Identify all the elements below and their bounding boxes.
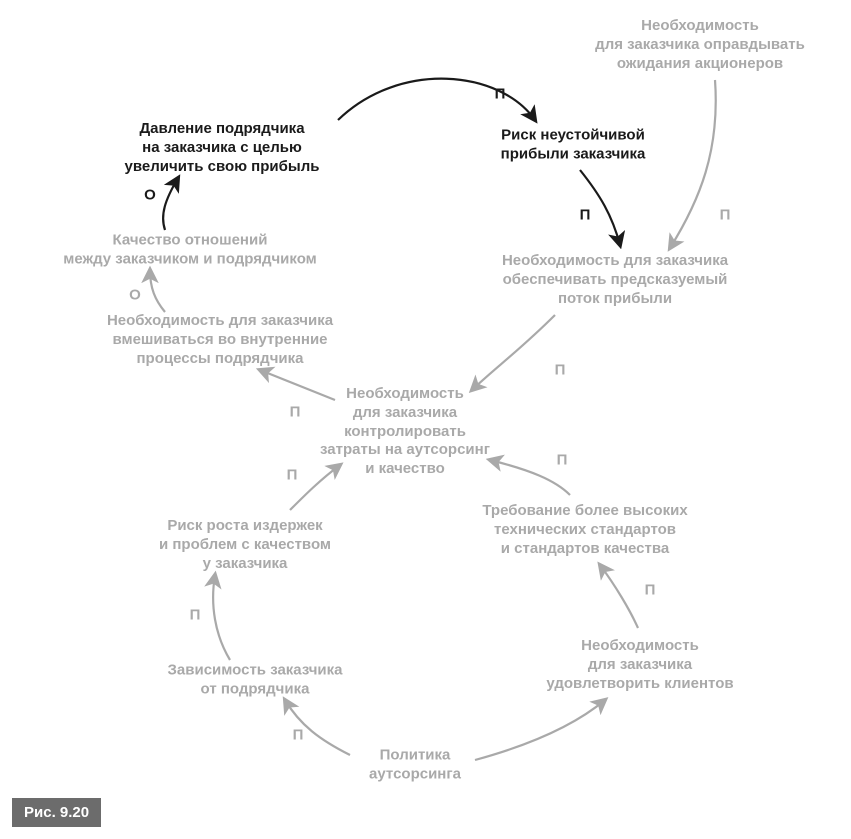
edge-label-e_control_intervene: П [290, 404, 301, 421]
node-n_predictable: Необходимость для заказчика обеспечивать… [502, 252, 728, 308]
edge-label-e_pressure_risk: П [495, 86, 506, 103]
edge-label-e_shareholders_predictable: П [720, 207, 731, 224]
node-n_shareholders: Необходимость для заказчика оправдывать … [595, 17, 805, 73]
edge-e_policy_satisfy [475, 700, 605, 760]
edge-label-e_intervene_qualityrel: О [129, 287, 141, 304]
edge-e_intervene_qualityrel [150, 270, 165, 312]
node-n_satisfy: Необходимость для заказчика удовлетворит… [546, 637, 733, 693]
node-n_policy: Политика аутсорсинга [369, 746, 461, 784]
figure-label: Рис. 9.20 [12, 798, 101, 827]
node-n_cost_risk: Риск роста издержек и проблем с качество… [159, 517, 331, 573]
node-n_risk: Риск неустойчивой прибыли заказчика [501, 126, 646, 164]
node-n_quality_rel: Качество отношений между заказчиком и по… [63, 231, 317, 269]
edge-label-e_satisfy_standards: П [645, 582, 656, 599]
edge-label-e_control_standards: П [557, 452, 568, 469]
edge-label-e_predictable_control: П [555, 362, 566, 379]
edge-e_shareholders_predictable [670, 80, 716, 248]
edge-e_dependency_costrisk [213, 575, 230, 660]
edge-e_satisfy_standards [600, 565, 638, 628]
edge-e_qualityrel_pressure [163, 178, 178, 230]
edge-label-e_costrisk_control: П [287, 467, 298, 484]
edge-label-e_qualityrel_pressure: О [144, 187, 156, 204]
node-n_dependency: Зависимость заказчика от подрядчика [168, 661, 343, 699]
node-n_intervene: Необходимость для заказчика вмешиваться … [107, 312, 333, 368]
edge-label-e_risk_predictable: П [580, 207, 591, 224]
node-n_control: Необходимость для заказчика контролирова… [320, 385, 490, 479]
edge-label-e_dependency_costrisk: П [190, 607, 201, 624]
edge-e_predictable_control [472, 315, 555, 390]
edge-e_pressure_risk [338, 79, 535, 120]
node-n_standards: Требование более высоких технических ста… [482, 502, 687, 558]
node-n_pressure: Давление подрядчика на заказчика с целью… [125, 120, 320, 176]
edge-label-e_policy_dependency: П [293, 727, 304, 744]
